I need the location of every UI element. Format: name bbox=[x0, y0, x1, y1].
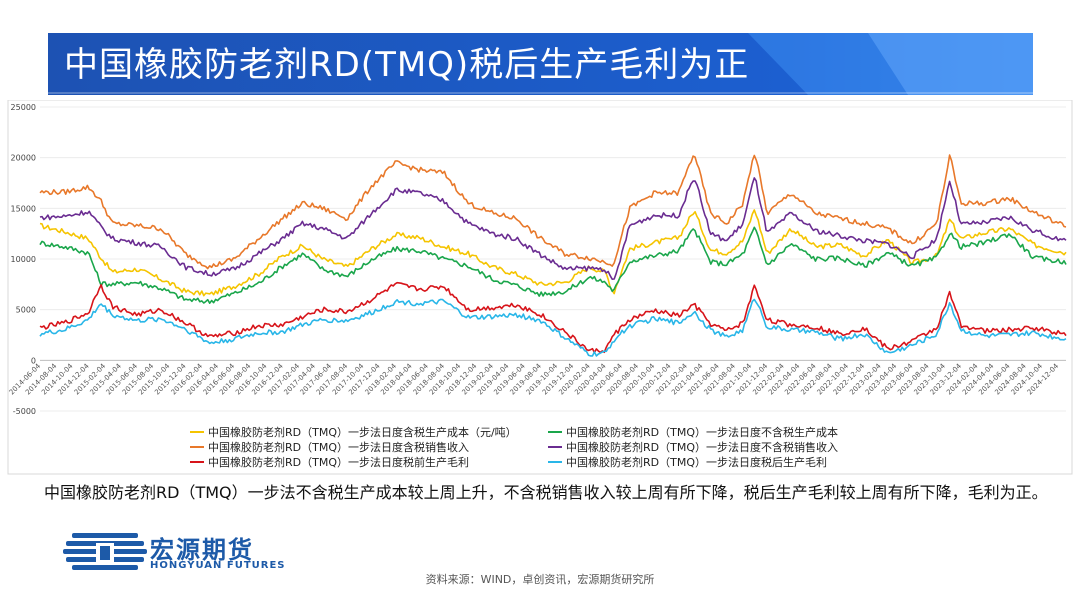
y-tick-label: 0 bbox=[31, 356, 36, 365]
series-line-4 bbox=[39, 177, 1067, 280]
series-line-2 bbox=[39, 226, 1067, 304]
series-line-3 bbox=[39, 154, 1067, 270]
chart-commentary: 中国橡胶防老剂RD（TMQ）一步法不含税生产成本较上周上升，不含税销售收入较上周… bbox=[44, 483, 1048, 502]
series-line-5 bbox=[39, 281, 1067, 354]
legend-label: 中国橡胶防老剂RD（TMQ）一步法日度税前生产毛利 bbox=[208, 455, 469, 469]
legend-label: 中国橡胶防老剂RD（TMQ）一步法日度不含税销售收入 bbox=[566, 440, 838, 454]
legend-label: 中国橡胶防老剂RD（TMQ）一步法日度不含税生产成本 bbox=[566, 425, 838, 439]
series-line-6 bbox=[39, 298, 1067, 357]
logo-chinese-name: 宏源期货 bbox=[150, 536, 254, 564]
legend-label: 中国橡胶防老剂RD（TMQ）一步法日度含税销售收入 bbox=[208, 440, 469, 454]
source-note: 资料来源：WIND，卓创资讯，宏源期货研究所 bbox=[425, 573, 655, 586]
y-tick-label: -5000 bbox=[13, 407, 36, 416]
y-tick-label: 15000 bbox=[11, 204, 36, 213]
y-tick-label: 5000 bbox=[16, 306, 36, 315]
page-title: 中国橡胶防老剂RD(TMQ)税后生产毛利为正 bbox=[64, 45, 750, 85]
legend-label: 中国橡胶防老剂RD（TMQ）一步法日度税后生产毛利 bbox=[566, 455, 827, 469]
y-tick-label: 10000 bbox=[11, 255, 36, 264]
company-logo bbox=[63, 533, 147, 570]
title-banner bbox=[48, 33, 1033, 95]
y-tick-label: 25000 bbox=[11, 103, 36, 112]
y-tick-label: 20000 bbox=[11, 154, 36, 163]
series-line-1 bbox=[39, 209, 1067, 297]
logo-english-name: HONGYUAN FUTURES bbox=[150, 560, 286, 571]
legend-label: 中国橡胶防老剂RD（TMQ）一步法日度含税生产成本（元/吨） bbox=[208, 425, 517, 439]
